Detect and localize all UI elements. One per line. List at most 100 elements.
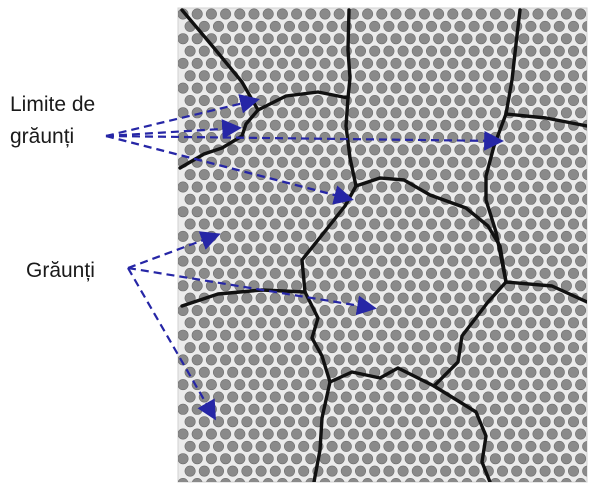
atom: [340, 169, 352, 181]
atom: [333, 453, 345, 465]
atom: [489, 33, 501, 45]
atom: [262, 304, 274, 316]
atom: [298, 342, 310, 354]
atom: [347, 230, 359, 242]
atom: [490, 478, 501, 482]
atom: [213, 70, 225, 82]
atom: [255, 366, 267, 378]
atom: [525, 193, 537, 205]
atom: [234, 329, 246, 341]
atom: [305, 206, 317, 218]
atom: [425, 440, 437, 452]
atom: [347, 107, 359, 119]
atom: [220, 181, 232, 193]
atom: [383, 465, 395, 477]
atom: [347, 354, 359, 366]
atom: [234, 230, 246, 242]
atom: [198, 119, 210, 131]
atom: [482, 416, 494, 428]
atom: [283, 20, 295, 32]
atom: [298, 416, 310, 428]
atom: [482, 95, 494, 107]
atom: [354, 119, 366, 131]
atom: [504, 206, 516, 218]
atom: [397, 45, 409, 57]
atom: [220, 354, 232, 366]
atom: [340, 243, 352, 255]
atom: [298, 70, 310, 82]
atom: [255, 317, 267, 329]
atom: [447, 379, 459, 391]
atom: [546, 8, 558, 20]
atom: [369, 20, 381, 32]
atom: [496, 20, 508, 32]
atom: [376, 206, 388, 218]
atom: [383, 243, 395, 255]
atom: [461, 82, 473, 94]
atom: [525, 267, 537, 279]
atom: [525, 169, 537, 181]
atom: [546, 379, 558, 391]
atom: [560, 255, 572, 267]
atom: [234, 8, 246, 20]
atom: [468, 119, 480, 131]
atom: [312, 218, 324, 230]
atom: [269, 342, 281, 354]
atom: [369, 144, 381, 156]
atom: [553, 144, 565, 156]
atom: [319, 156, 331, 168]
atom: [234, 255, 246, 267]
atom: [340, 342, 352, 354]
atom: [525, 440, 537, 452]
atom: [269, 292, 281, 304]
atom: [354, 440, 366, 452]
atom: [433, 57, 445, 69]
atom: [291, 8, 303, 20]
atom: [205, 379, 217, 391]
arrow-to-boundary-3: [105, 130, 504, 151]
atom: [475, 107, 487, 119]
atom: [178, 478, 189, 482]
atom: [291, 255, 303, 267]
atom: [383, 342, 395, 354]
atom: [213, 169, 225, 181]
atom: [447, 206, 459, 218]
atom: [205, 304, 217, 316]
atom: [262, 230, 274, 242]
atom: [383, 95, 395, 107]
atom: [397, 342, 409, 354]
atom: [461, 156, 473, 168]
atom: [496, 292, 508, 304]
atom: [411, 70, 423, 82]
atom: [248, 329, 260, 341]
atom: [291, 354, 303, 366]
atom: [354, 465, 366, 477]
atom: [191, 354, 203, 366]
atom: [333, 354, 345, 366]
atom: [511, 267, 523, 279]
atom: [582, 193, 587, 205]
atom: [184, 119, 196, 131]
atom: [262, 255, 274, 267]
atom: [418, 354, 430, 366]
atom: [575, 403, 587, 415]
atom: [404, 403, 416, 415]
atom: [376, 453, 388, 465]
atom: [539, 193, 551, 205]
atom: [354, 243, 366, 255]
atom: [269, 218, 281, 230]
atom: [461, 255, 473, 267]
atom: [504, 156, 516, 168]
atom: [433, 280, 445, 292]
atom: [482, 243, 494, 255]
atom: [213, 218, 225, 230]
atom: [340, 391, 352, 403]
atom: [440, 317, 452, 329]
grain-arrows: [127, 231, 377, 421]
atom: [205, 255, 217, 267]
atom: [419, 478, 430, 482]
atom: [489, 329, 501, 341]
atom: [575, 107, 587, 119]
atom: [262, 57, 274, 69]
